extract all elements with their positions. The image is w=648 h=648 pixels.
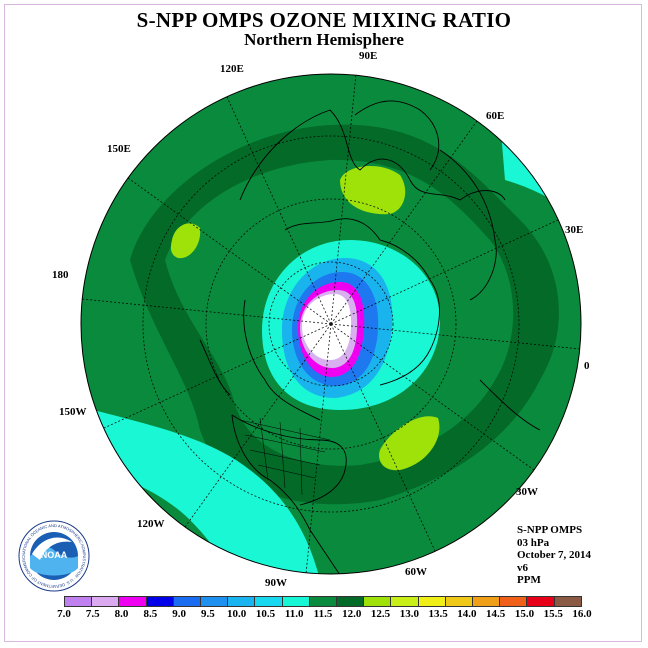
lon-label-30w: 30W xyxy=(516,486,538,498)
legend-tick-label: 10.0 xyxy=(227,608,247,620)
legend-tick-label: 10.5 xyxy=(255,608,276,620)
color-scale-bar xyxy=(64,596,582,607)
page-subtitle: Northern Hemisphere xyxy=(244,30,404,49)
legend-tick-label: 8.5 xyxy=(143,608,158,620)
legend-swatch xyxy=(500,597,528,606)
lon-label-60w: 60W xyxy=(405,566,427,578)
legend-swatch xyxy=(282,597,310,606)
legend-swatch xyxy=(337,597,365,606)
legend-swatch xyxy=(364,597,392,606)
legend-tick-label: 13.5 xyxy=(428,608,448,620)
legend-swatch xyxy=(554,597,581,606)
legend-swatch xyxy=(146,597,174,606)
legend-swatch xyxy=(65,597,93,606)
color-scale-ticks: 7.0 7.5 8.0 8.5 9.0 9.5 10.0 10.5 11.0 11.5 12.0 12… xyxy=(0,608,648,622)
lon-label-30e: 30E xyxy=(565,224,584,236)
legend-swatch xyxy=(228,597,256,606)
field-lime-west xyxy=(170,223,201,259)
page-frame xyxy=(4,4,642,642)
logo-text: NOAA xyxy=(41,550,68,560)
info-date: October 7, 2014 xyxy=(517,549,592,561)
legend-swatch xyxy=(201,597,229,606)
legend-tick-label: 8.0 xyxy=(114,608,129,620)
lon-label-90e: 90E xyxy=(359,50,378,62)
lon-label-0: 0 xyxy=(584,360,590,372)
legend-swatch xyxy=(255,597,283,606)
legend-tick-label: 12.0 xyxy=(342,608,362,620)
legend-swatch xyxy=(418,597,446,606)
noaa-logo: NOAA NATIONAL OCEANIC AND ATMOSPHERIC AD… xyxy=(18,520,90,592)
legend-tick-label: 14.0 xyxy=(457,608,477,620)
legend-swatch xyxy=(119,597,147,606)
info-units: PPM xyxy=(517,574,541,586)
graticule xyxy=(81,74,581,574)
legend-tick-label: 11.0 xyxy=(284,608,304,620)
legend-tick-label: 11.5 xyxy=(313,608,333,620)
info-level: 03 hPa xyxy=(517,536,550,549)
field-lime-south xyxy=(379,416,440,471)
map-border xyxy=(80,73,582,575)
legend-tick-label: 7.0 xyxy=(57,608,71,620)
field-white-core xyxy=(302,294,352,360)
legend-tick-label: 7.5 xyxy=(85,608,100,620)
legend-tick-label: 9.5 xyxy=(201,608,215,620)
legend-tick-label: 16.0 xyxy=(572,608,592,620)
legend-swatch xyxy=(391,597,419,606)
field-lime-north xyxy=(340,165,406,215)
legend-swatch xyxy=(173,597,202,606)
legend-tick-label: 14.5 xyxy=(486,608,506,620)
lon-label-150w: 150W xyxy=(59,406,87,418)
legend-tick-label: 15.5 xyxy=(543,608,563,620)
legend-swatch xyxy=(473,597,501,606)
lon-label-150e: 150E xyxy=(107,143,131,155)
lon-label-60e: 60E xyxy=(486,110,505,122)
legend-tick-label: 12.5 xyxy=(370,608,391,620)
lon-label-90w: 90W xyxy=(265,577,287,589)
info-version: v6 xyxy=(517,561,528,574)
state-lines xyxy=(239,417,331,496)
info-instrument: S-NPP OMPS xyxy=(517,524,583,536)
legend-tick-label: 13.0 xyxy=(399,608,419,620)
lon-label-120w: 120W xyxy=(137,518,165,530)
legend-swatch xyxy=(309,597,338,606)
page-title: S-NPP OMPS OZONE MIXING RATIO xyxy=(136,8,512,32)
lon-label-120e: 120E xyxy=(220,63,244,75)
lon-label-180: 180 xyxy=(52,269,69,281)
legend-swatch xyxy=(92,597,120,606)
legend-swatch xyxy=(527,597,555,606)
coastlines xyxy=(199,100,541,574)
legend-swatch xyxy=(445,597,474,606)
legend-tick-label: 9.0 xyxy=(172,608,186,620)
legend-tick-label: 15.0 xyxy=(514,608,535,620)
info-box: S-NPP OMPS 03 hPa October 7, 2014 v6 PPM xyxy=(517,524,591,587)
